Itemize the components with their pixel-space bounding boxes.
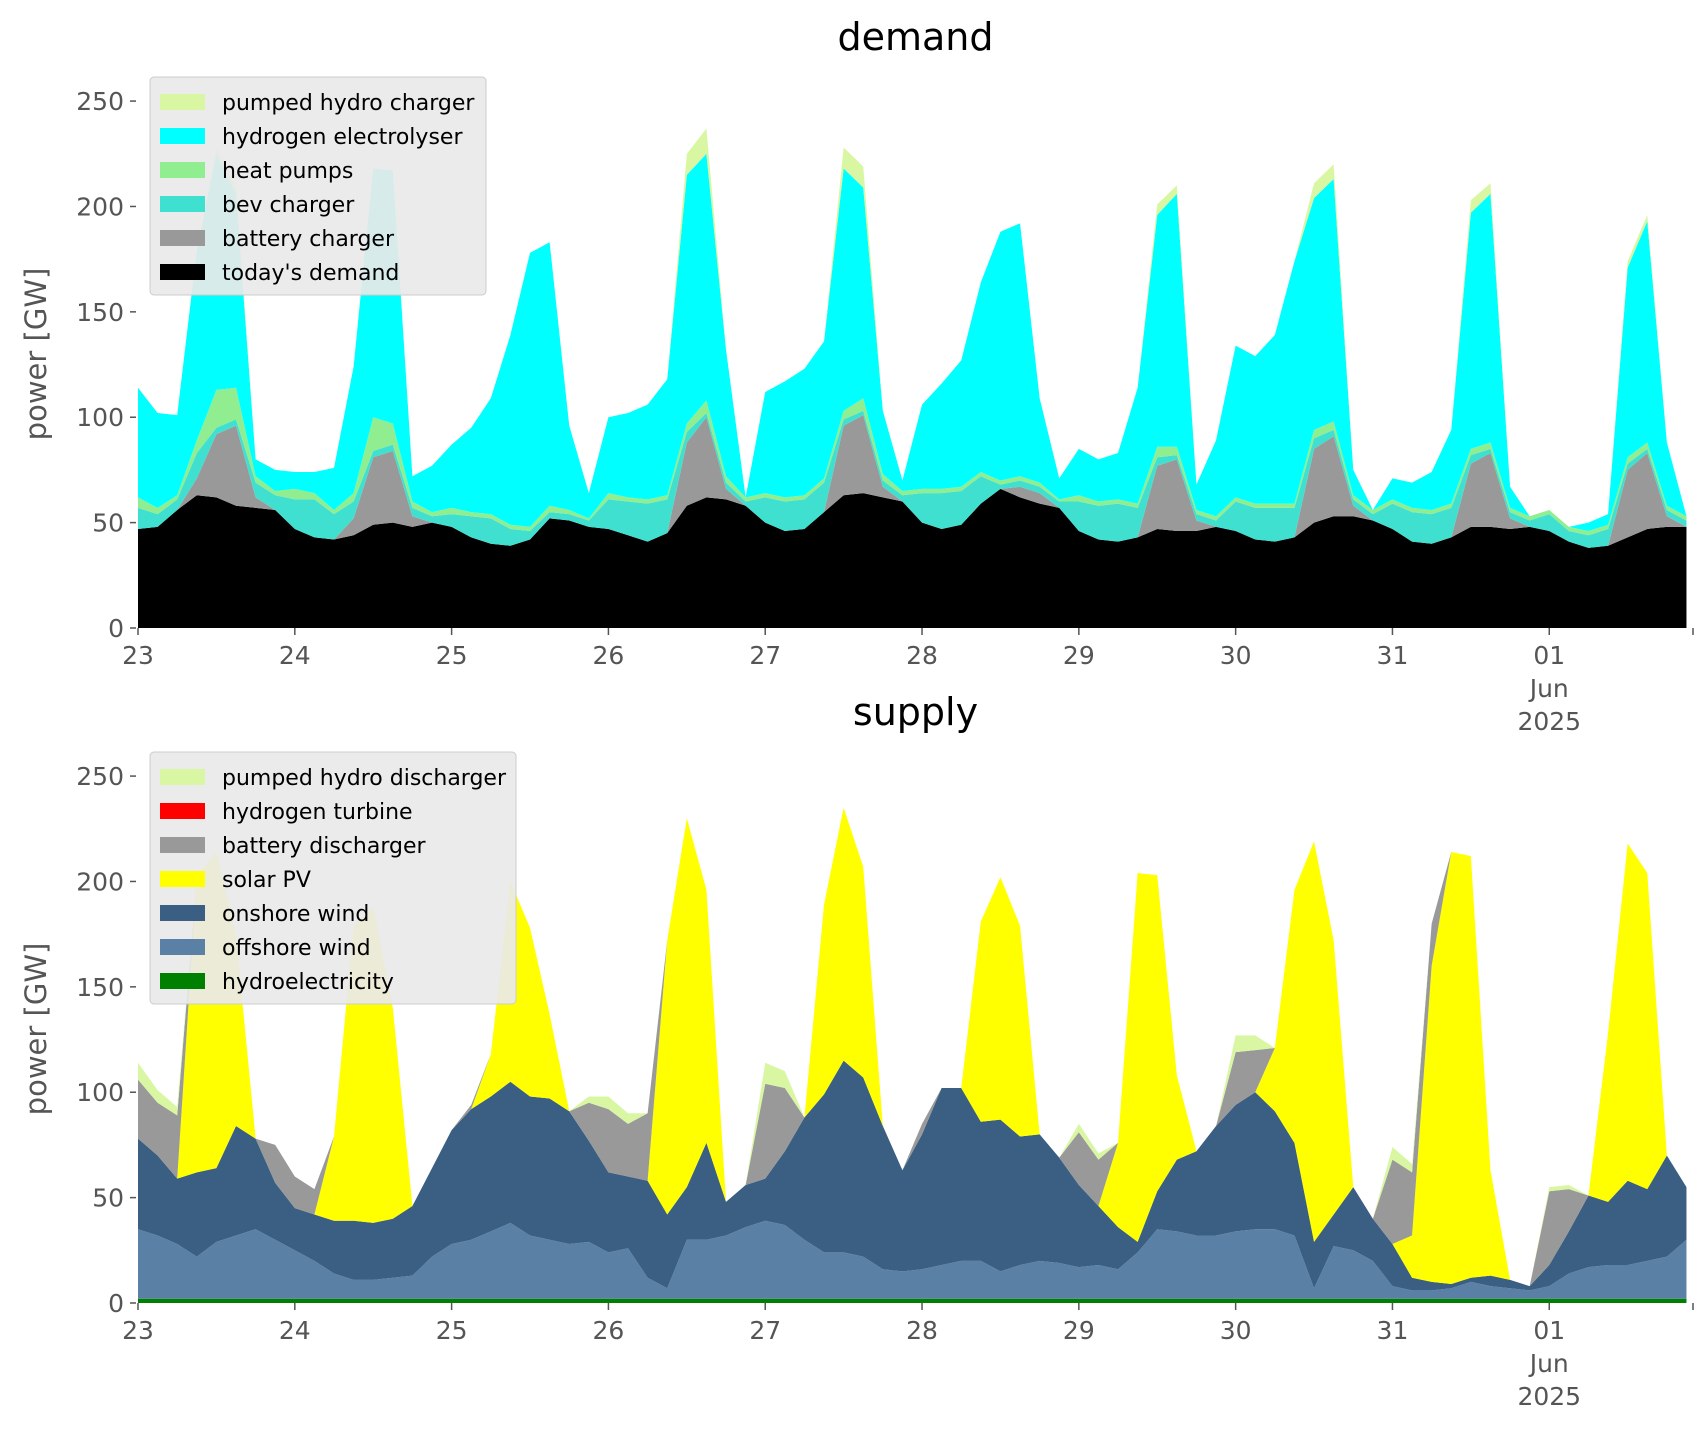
- legend-swatch: [160, 230, 205, 246]
- supply-areas: [138, 807, 1687, 1303]
- demand-legend: pumped hydro charger hydrogen electrolyse…: [149, 76, 487, 296]
- supply-area-solar-pv: [138, 807, 1687, 1287]
- demand-ytick-label: 200: [76, 192, 124, 221]
- legend-swatch: [160, 939, 205, 955]
- legend-swatch: [160, 264, 205, 280]
- supply-ylabel: power [GW]: [19, 943, 53, 1116]
- demand-area-hydrogen-electrolyser: [138, 153, 1687, 532]
- supply-ytick-label: 0: [108, 1289, 124, 1318]
- legend-swatch: [160, 905, 205, 921]
- demand-ytick-label: 50: [92, 509, 124, 538]
- demand-xtick-label: 28: [906, 641, 938, 670]
- supply-ytick-label: 250: [76, 762, 124, 791]
- supply-xtick-label: 31: [1377, 1316, 1409, 1345]
- supply-xtick-year: 2025: [1517, 1382, 1581, 1411]
- legend-label: today's demand: [222, 261, 399, 286]
- supply-xtick-label: 28: [906, 1316, 938, 1345]
- legend-swatch: [160, 973, 205, 989]
- demand-xtick-label: 31: [1377, 641, 1409, 670]
- legend-label: hydrogen electrolyser: [222, 125, 463, 150]
- supply-area-onshore-wind: [138, 1060, 1687, 1291]
- legend-label: bev charger: [222, 193, 355, 218]
- legend-swatch: [160, 769, 205, 785]
- demand-ytick-label: 100: [76, 403, 124, 432]
- demand-xtick-label: 29: [1063, 641, 1095, 670]
- demand-xtick-label: 25: [436, 641, 468, 670]
- supply-ytick-label: 50: [92, 1184, 124, 1213]
- legend-box: [149, 751, 517, 1005]
- legend-label: solar PV: [222, 868, 311, 893]
- supply-ytick-label: 200: [76, 867, 124, 896]
- demand-areas: [138, 128, 1687, 628]
- demand-ylabel: power [GW]: [19, 268, 53, 441]
- supply-xtick-label: 27: [749, 1316, 781, 1345]
- legend-label: hydroelectricity: [222, 970, 394, 995]
- supply-xtick-label: 29: [1063, 1316, 1095, 1345]
- supply-xtick-label: 26: [593, 1316, 625, 1345]
- legend-box: [149, 76, 487, 296]
- demand-ytick-label: 150: [76, 298, 124, 327]
- demand-xtick-label: 24: [279, 641, 311, 670]
- legend-label: pumped hydro charger: [222, 91, 475, 116]
- legend-label: onshore wind: [222, 902, 369, 927]
- legend-swatch: [160, 128, 205, 144]
- demand-area-today-s-demand: [138, 488, 1687, 628]
- legend-label: offshore wind: [222, 936, 371, 961]
- demand-xtick-year: 2025: [1517, 707, 1581, 736]
- legend-swatch: [160, 803, 205, 819]
- demand-xtick-label: 23: [122, 641, 154, 670]
- legend-label: battery discharger: [222, 834, 427, 859]
- legend-swatch: [160, 162, 205, 178]
- supply-xtick-label: 30: [1220, 1316, 1252, 1345]
- legend-label: battery charger: [222, 227, 395, 252]
- demand-xtick-label: 26: [593, 641, 625, 670]
- supply-xtick-label: 01: [1533, 1316, 1565, 1345]
- supply-chart: supply 0 50 100 150 200 250 23 24 25 26 27 28 29 30 31 0…: [19, 690, 1694, 1411]
- supply-area-hydroelectricity: [138, 1298, 1687, 1303]
- legend-swatch: [160, 196, 205, 212]
- supply-ytick-label: 150: [76, 973, 124, 1002]
- demand-xtick-label: 30: [1220, 641, 1252, 670]
- demand-xtick-label: 27: [749, 641, 781, 670]
- supply-legend: pumped hydro discharger hydrogen turbine b…: [149, 751, 517, 1005]
- legend-swatch: [160, 94, 205, 110]
- supply-xtick-label: 23: [122, 1316, 154, 1345]
- supply-xtick-month: Jun: [1528, 1349, 1569, 1378]
- demand-xtick-month: Jun: [1528, 674, 1569, 703]
- supply-ytick-label: 100: [76, 1078, 124, 1107]
- demand-chart: demand 0 50 100 150 200 250 23 24 25 26 27 28 29 30 31 0…: [19, 15, 1694, 736]
- legend-swatch: [160, 871, 205, 887]
- demand-ytick-label: 250: [76, 87, 124, 116]
- demand-area-bev-charger: [138, 410, 1687, 548]
- legend-label: hydrogen turbine: [222, 800, 413, 825]
- demand-xtick-label: 01: [1533, 641, 1565, 670]
- supply-xtick-label: 25: [436, 1316, 468, 1345]
- legend-label: heat pumps: [222, 159, 353, 184]
- legend-swatch: [160, 837, 205, 853]
- legend-label: pumped hydro discharger: [222, 766, 507, 791]
- supply-title: supply: [853, 690, 978, 734]
- demand-ytick-label: 0: [108, 614, 124, 643]
- supply-area-offshore-wind: [138, 1220, 1687, 1299]
- demand-title: demand: [837, 15, 993, 59]
- supply-xtick-label: 24: [279, 1316, 311, 1345]
